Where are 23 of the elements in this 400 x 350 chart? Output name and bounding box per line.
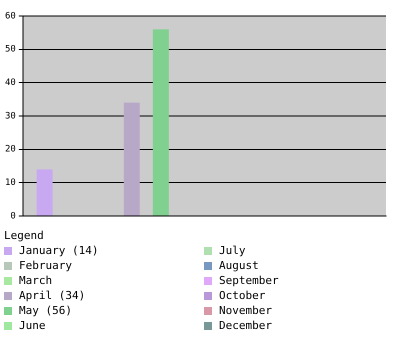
y-tick-label: 20 <box>4 144 16 155</box>
y-tick-label: 30 <box>4 111 16 122</box>
legend-label: September <box>219 273 279 288</box>
legend-label: December <box>219 318 272 333</box>
legend-title: Legend <box>4 229 45 243</box>
y-tick-label: 60 <box>4 11 16 22</box>
y-tick-label: 10 <box>4 178 16 188</box>
legend-label: November <box>219 303 272 318</box>
legend-label: April (34) <box>19 288 86 303</box>
y-tick-label: 50 <box>4 44 16 55</box>
legend-label: January (14) <box>19 243 98 258</box>
y-tick-label: 0 <box>10 211 16 222</box>
legend-label: August <box>219 258 259 273</box>
legend-label: June <box>19 318 46 333</box>
legend-label: May (56) <box>19 303 72 318</box>
legend-label: March <box>19 273 52 288</box>
bar <box>124 102 140 216</box>
legend-label: July <box>219 243 246 258</box>
y-tick-label: 40 <box>4 78 16 88</box>
legend-label: October <box>219 288 266 303</box>
bar <box>36 169 53 216</box>
bar <box>152 29 169 216</box>
legend-label: February <box>19 258 72 273</box>
